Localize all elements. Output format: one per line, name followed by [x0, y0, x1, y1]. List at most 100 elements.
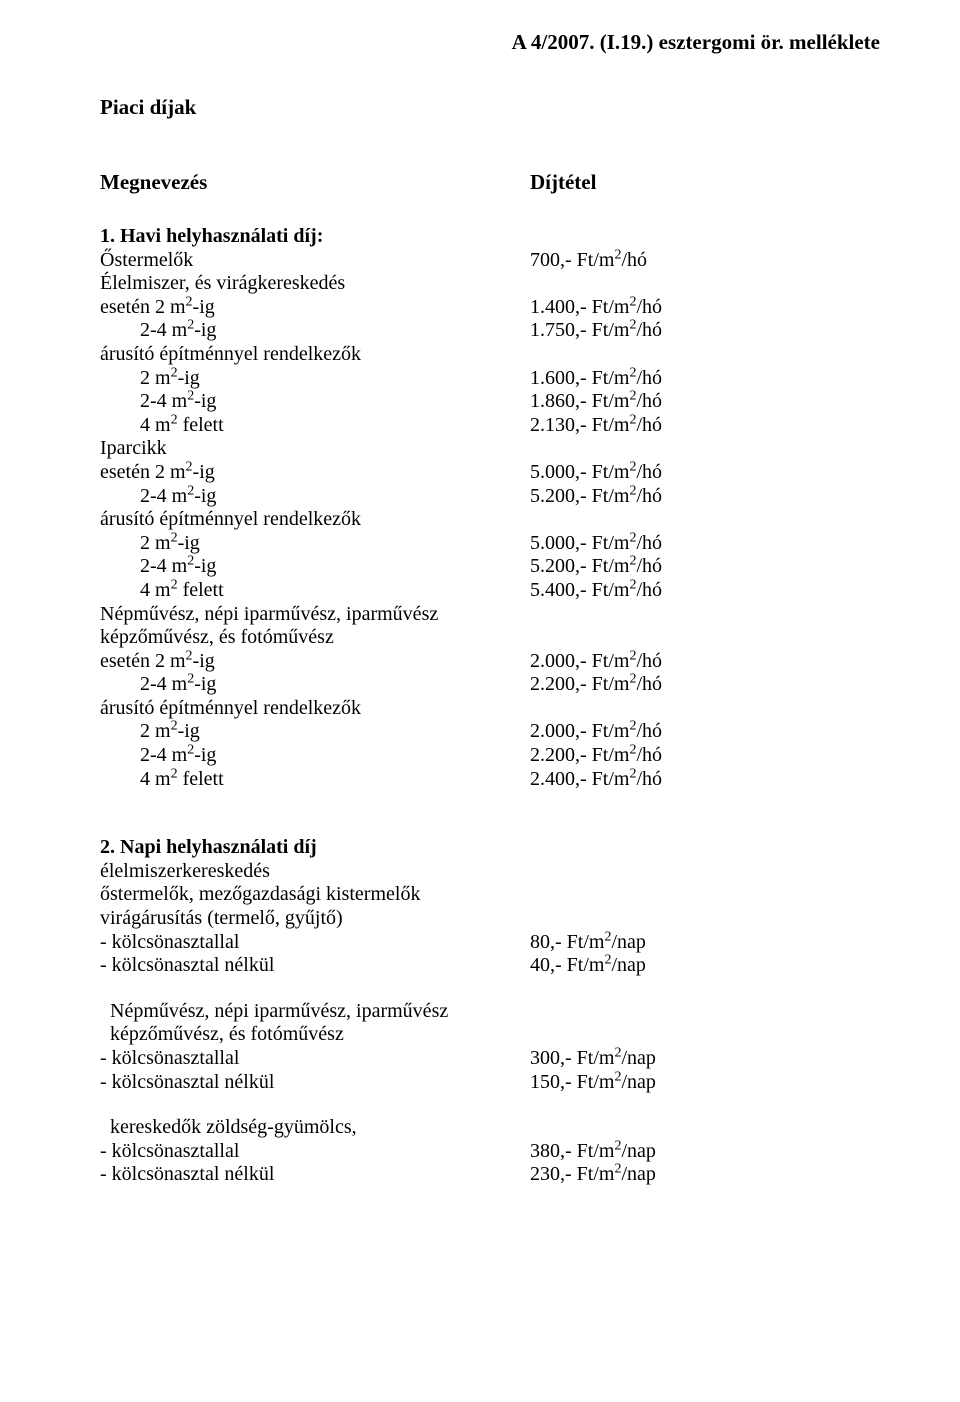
s2-row-virag: virágárusítás (termelő, gyűjtő) [100, 907, 890, 931]
value: 80,- Ft/m2/nap [530, 931, 890, 955]
value: 5.400,- Ft/m2/hó [530, 579, 890, 603]
label: képzőművész, és fotóművész [100, 626, 530, 650]
s1-row-24m-b: 2-4 m2-ig 1.860,- Ft/m2/hó [100, 390, 890, 414]
value: 150,- Ft/m2/nap [530, 1071, 890, 1095]
s2-row-ostermelok: őstermelők, mezőgazdasági kistermelők [100, 883, 890, 907]
value: 380,- Ft/m2/nap [530, 1140, 890, 1164]
label: esetén 2 m2-ig [100, 296, 530, 320]
value: 1.860,- Ft/m2/hó [530, 390, 890, 414]
s2-row-nepmuvesz: Népművész, népi iparművész, iparművész [100, 1000, 890, 1024]
value: 2.130,- Ft/m2/hó [530, 414, 890, 438]
label: Iparcikk [100, 437, 530, 461]
s1-row-elelmiszer: Élelmiszer, és virágkereskedés [100, 272, 890, 296]
value: 2.200,- Ft/m2/hó [530, 744, 890, 768]
label: - kölcsönasztallal [100, 1047, 530, 1071]
s1-row-4m-a: 4 m2 felett 2.130,- Ft/m2/hó [100, 414, 890, 438]
s2-row-nelkul-c: - kölcsönasztal nélkül 230,- Ft/m2/nap [100, 1163, 890, 1187]
s1-row-4m-b: 4 m2 felett 5.400,- Ft/m2/hó [100, 579, 890, 603]
value: 700,- Ft/m2/hó [530, 249, 890, 273]
label: 4 m2 felett [100, 768, 530, 792]
value: 2.000,- Ft/m2/hó [530, 720, 890, 744]
label: őstermelők, mezőgazdasági kistermelők [100, 883, 530, 907]
s1-row-iparcikk: Iparcikk [100, 437, 890, 461]
s1-heading-text: 1. Havi helyhasználati díj: [100, 225, 530, 249]
s2-row-asztal-b: - kölcsönasztallal 300,- Ft/m2/nap [100, 1047, 890, 1071]
value: 2.200,- Ft/m2/hó [530, 673, 890, 697]
s1-row-nepmuvesz: Népművész, népi iparművész, iparművész [100, 603, 890, 627]
label: - kölcsönasztal nélkül [100, 1071, 530, 1095]
label: 2-4 m2-ig [100, 673, 530, 697]
s1-row-24m-f: 2-4 m2-ig 2.200,- Ft/m2/hó [100, 744, 890, 768]
s1-row-kepzo: képzőművész, és fotóművész [100, 626, 890, 650]
label: 2-4 m2-ig [100, 744, 530, 768]
section2-heading: 2. Napi helyhasználati díj [100, 836, 890, 860]
label: 4 m2 felett [100, 414, 530, 438]
s1-row-24m-c: 2-4 m2-ig 5.200,- Ft/m2/hó [100, 485, 890, 509]
label: esetén 2 m2-ig [100, 650, 530, 674]
label: 2-4 m2-ig [100, 485, 530, 509]
value: 5.200,- Ft/m2/hó [530, 485, 890, 509]
label: kereskedők zöldség-gyümölcs, [100, 1116, 530, 1140]
value: 5.000,- Ft/m2/hó [530, 461, 890, 485]
label: 2-4 m2-ig [100, 319, 530, 343]
s2-row-kereskedok: kereskedők zöldség-gyümölcs, [100, 1116, 890, 1140]
label: - kölcsönasztallal [100, 1140, 530, 1164]
s2-row-nelkul-a: - kölcsönasztal nélkül 40,- Ft/m2/nap [100, 954, 890, 978]
s1-row-eseten2m-c: esetén 2 m2-ig 2.000,- Ft/m2/hó [100, 650, 890, 674]
col-right-header: Díjtétel [530, 170, 596, 195]
value: 2.000,- Ft/m2/hó [530, 650, 890, 674]
page-title: Piaci díjak [100, 95, 890, 120]
s1-row-2m-a: 2 m2-ig 1.600,- Ft/m2/hó [100, 367, 890, 391]
s2-row-asztal-a: - kölcsönasztallal 80,- Ft/m2/nap [100, 931, 890, 955]
label: Élelmiszer, és virágkereskedés [100, 272, 530, 296]
label: 4 m2 felett [100, 579, 530, 603]
value: 1.600,- Ft/m2/hó [530, 367, 890, 391]
s2-heading-text: 2. Napi helyhasználati díj [100, 836, 530, 860]
s1-row-2m-b: 2 m2-ig 5.000,- Ft/m2/hó [100, 532, 890, 556]
label: 2 m2-ig [100, 367, 530, 391]
s1-row-4m-c: 4 m2 felett 2.400,- Ft/m2/hó [100, 768, 890, 792]
label: képzőművész, és fotóművész [100, 1023, 530, 1047]
value: 40,- Ft/m2/nap [530, 954, 890, 978]
label: - kölcsönasztal nélkül [100, 1163, 530, 1187]
s1-row-24m-d: 2-4 m2-ig 5.200,- Ft/m2/hó [100, 555, 890, 579]
label: esetén 2 m2-ig [100, 461, 530, 485]
label: élelmiszerkereskedés [100, 860, 530, 884]
s1-row-arusito-c: árusító építménnyel rendelkezők [100, 697, 890, 721]
value: 300,- Ft/m2/nap [530, 1047, 890, 1071]
document-header: A 4/2007. (I.19.) esztergomi ör. mellékl… [100, 30, 890, 55]
label: 2 m2-ig [100, 532, 530, 556]
label: 2 m2-ig [100, 720, 530, 744]
section1-heading: 1. Havi helyhasználati díj: [100, 225, 890, 249]
label: Őstermelők [100, 249, 530, 273]
s1-row-eseten2m-b: esetén 2 m2-ig 5.000,- Ft/m2/hó [100, 461, 890, 485]
s1-row-24m-a: 2-4 m2-ig 1.750,- Ft/m2/hó [100, 319, 890, 343]
s2-row-elelmiszer: élelmiszerkereskedés [100, 860, 890, 884]
label: árusító építménnyel rendelkezők [100, 343, 530, 367]
s2-row-kepzo: képzőművész, és fotóművész [100, 1023, 890, 1047]
s1-row-24m-e: 2-4 m2-ig 2.200,- Ft/m2/hó [100, 673, 890, 697]
label: árusító építménnyel rendelkezők [100, 508, 530, 532]
value: 1.400,- Ft/m2/hó [530, 296, 890, 320]
s2-row-asztal-c: - kölcsönasztallal 380,- Ft/m2/nap [100, 1140, 890, 1164]
s1-row-ostermelok: Őstermelők 700,- Ft/m2/hó [100, 249, 890, 273]
label: virágárusítás (termelő, gyűjtő) [100, 907, 530, 931]
s1-row-eseten2m: esetén 2 m2-ig 1.400,- Ft/m2/hó [100, 296, 890, 320]
s1-row-arusito-a: árusító építménnyel rendelkezők [100, 343, 890, 367]
label: 2-4 m2-ig [100, 390, 530, 414]
label: 2-4 m2-ig [100, 555, 530, 579]
col-left-header: Megnevezés [100, 170, 530, 195]
column-headers: Megnevezés Díjtétel [100, 170, 890, 195]
value: 230,- Ft/m2/nap [530, 1163, 890, 1187]
label: - kölcsönasztallal [100, 931, 530, 955]
value: 2.400,- Ft/m2/hó [530, 768, 890, 792]
s1-row-arusito-b: árusító építménnyel rendelkezők [100, 508, 890, 532]
value: 5.000,- Ft/m2/hó [530, 532, 890, 556]
label: Népművész, népi iparművész, iparművész [100, 603, 530, 627]
s1-row-2m-c: 2 m2-ig 2.000,- Ft/m2/hó [100, 720, 890, 744]
value: 5.200,- Ft/m2/hó [530, 555, 890, 579]
value: 1.750,- Ft/m2/hó [530, 319, 890, 343]
s2-row-nelkul-b: - kölcsönasztal nélkül 150,- Ft/m2/nap [100, 1071, 890, 1095]
label: árusító építménnyel rendelkezők [100, 697, 530, 721]
label: - kölcsönasztal nélkül [100, 954, 530, 978]
